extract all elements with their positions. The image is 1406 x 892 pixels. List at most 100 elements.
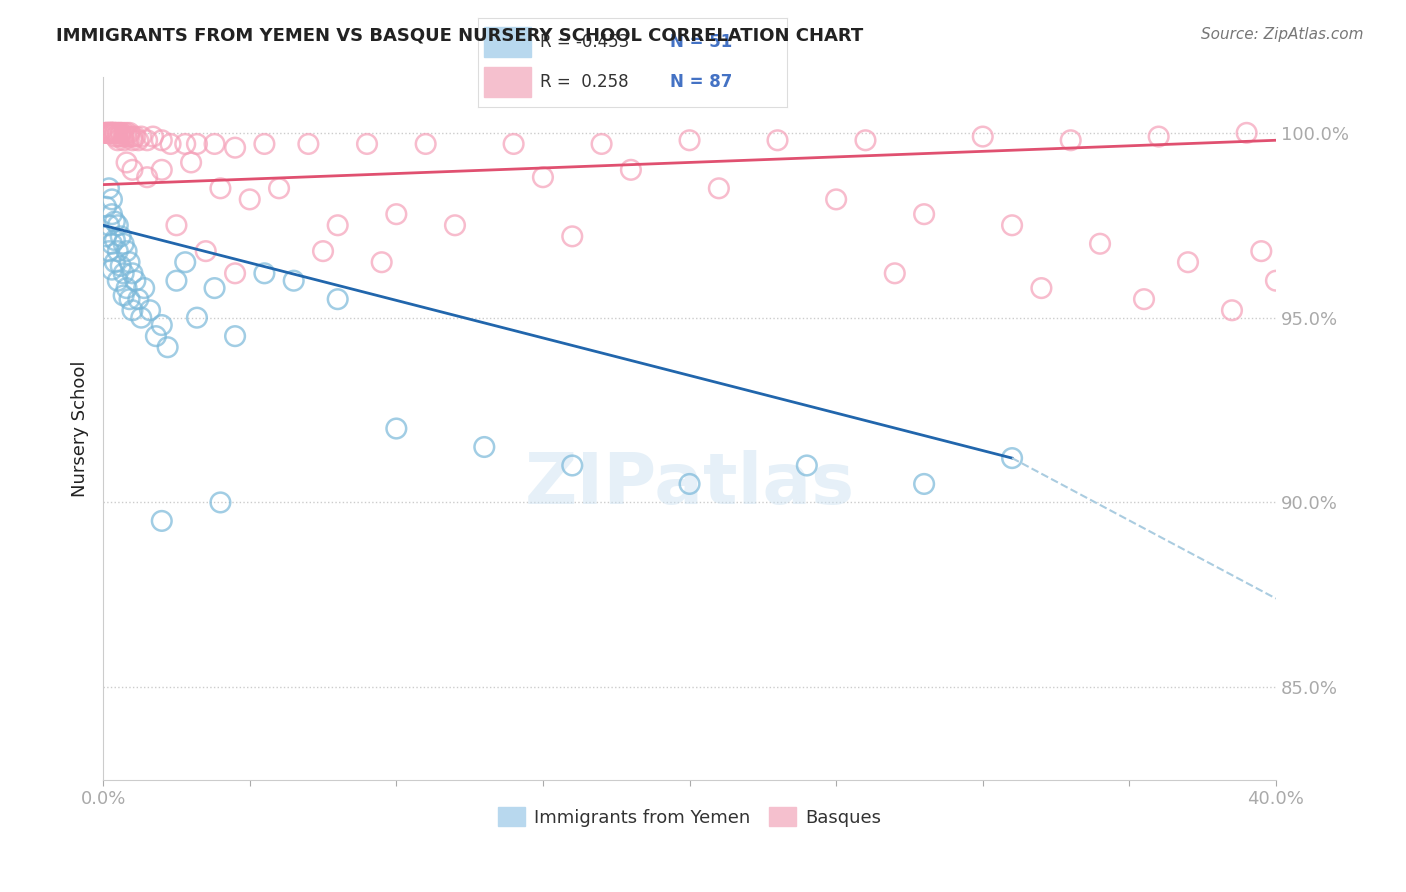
Point (561, 229, 583, 244)
Point (239, 193, 262, 207)
Point (253, 266, 276, 280)
Point (883, 266, 905, 280)
Point (1001, 219, 1024, 233)
Point (129, 129, 152, 144)
Point (561, 458, 583, 473)
Point (415, 136, 437, 151)
Point (165, 219, 187, 233)
Point (98, 181, 121, 195)
Point (224, 266, 246, 280)
Point (136, 170, 159, 185)
Point (101, 236, 124, 251)
Point (121, 133, 143, 147)
Point (707, 181, 730, 195)
Point (912, 477, 935, 491)
Point (98, 126, 121, 140)
Point (145, 329, 167, 343)
Point (101, 262, 124, 277)
Text: Source: ZipAtlas.com: Source: ZipAtlas.com (1201, 27, 1364, 42)
Point (127, 292, 149, 306)
Point (104, 255, 127, 269)
Point (98, 126, 121, 140)
Point (112, 133, 135, 147)
Point (356, 136, 378, 151)
Point (107, 219, 129, 233)
Point (104, 233, 127, 247)
Point (101, 207, 124, 221)
Point (115, 129, 138, 144)
Point (136, 133, 159, 147)
Point (156, 340, 179, 354)
FancyBboxPatch shape (484, 67, 530, 97)
Point (283, 274, 305, 288)
Point (1088, 236, 1111, 251)
Point (101, 126, 124, 140)
Point (591, 136, 613, 151)
Point (98, 244, 121, 259)
Point (385, 421, 408, 435)
Point (107, 129, 129, 144)
Point (1250, 244, 1272, 259)
Point (115, 126, 138, 140)
Point (1001, 451, 1024, 466)
Point (107, 244, 129, 259)
Point (121, 266, 143, 280)
FancyBboxPatch shape (484, 27, 530, 57)
Point (101, 126, 124, 140)
Point (104, 129, 127, 144)
Point (796, 458, 818, 473)
Point (1060, 133, 1083, 147)
Point (855, 133, 877, 147)
Point (101, 126, 124, 140)
Point (112, 236, 135, 251)
Point (267, 181, 290, 195)
Point (326, 292, 349, 306)
Point (98, 126, 121, 140)
Point (174, 136, 197, 151)
Point (1220, 303, 1243, 318)
Point (127, 133, 149, 147)
Point (972, 129, 994, 144)
Point (121, 303, 143, 318)
Point (98, 219, 121, 233)
Point (118, 129, 141, 144)
Point (101, 193, 124, 207)
Point (142, 129, 165, 144)
Point (204, 281, 226, 295)
Point (150, 514, 173, 528)
Point (766, 133, 789, 147)
Point (312, 244, 335, 259)
Point (101, 126, 124, 140)
Point (112, 266, 135, 280)
Point (121, 129, 143, 144)
Point (110, 126, 132, 140)
Point (825, 193, 848, 207)
Point (224, 141, 246, 155)
Text: ZIPatlas: ZIPatlas (524, 450, 855, 519)
Point (139, 303, 162, 318)
Point (1147, 129, 1170, 144)
Point (94, 126, 117, 140)
Y-axis label: Nursery School: Nursery School (72, 360, 89, 497)
Point (104, 126, 127, 140)
Point (107, 133, 129, 147)
Point (101, 126, 124, 140)
Point (678, 133, 700, 147)
Point (1031, 281, 1053, 295)
Point (107, 126, 129, 140)
Point (115, 281, 138, 295)
Point (204, 136, 226, 151)
Point (110, 229, 132, 244)
Text: R = -0.453: R = -0.453 (540, 33, 628, 51)
Point (118, 292, 141, 306)
Point (472, 440, 495, 454)
Point (124, 274, 146, 288)
Point (209, 181, 232, 195)
Point (502, 136, 524, 151)
Point (112, 288, 135, 302)
Point (150, 318, 173, 332)
Point (370, 255, 392, 269)
Legend: Immigrants from Yemen, Basques: Immigrants from Yemen, Basques (491, 800, 889, 834)
Point (110, 126, 132, 140)
Point (107, 126, 129, 140)
